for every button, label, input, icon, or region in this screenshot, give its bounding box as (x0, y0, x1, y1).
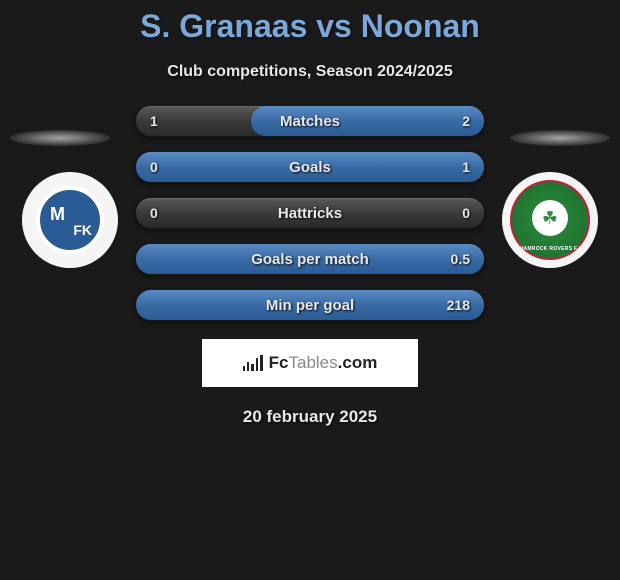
stat-row: Goals per match 0.5 (0, 243, 620, 275)
stat-value-left: 0 (150, 205, 158, 221)
stat-label: Goals per match (251, 251, 369, 268)
stat-row: Min per goal 218 (0, 289, 620, 321)
subtitle: Club competitions, Season 2024/2025 (0, 63, 620, 81)
comparison-card: S. Granaas vs Noonan Club competitions, … (0, 0, 620, 427)
stat-pill: Min per goal 218 (135, 289, 485, 321)
stat-pill: 0 Hattricks 0 (135, 197, 485, 229)
stat-pill: 0 Goals 1 (135, 151, 485, 183)
chart-icon (243, 355, 263, 371)
stat-row: 0 Goals 1 (0, 151, 620, 183)
logo-brand-rest: Tables (289, 353, 338, 373)
logo-text: FcTables.com (243, 353, 378, 373)
stat-label: Goals (289, 159, 331, 176)
stat-pill: 1 Matches 2 (135, 105, 485, 137)
stat-row: 1 Matches 2 (0, 105, 620, 137)
logo-brand: Fc (269, 353, 289, 373)
stat-value-right: 0 (462, 205, 470, 221)
comparison-date: 20 february 2025 (0, 407, 620, 427)
stat-pill: Goals per match 0.5 (135, 243, 485, 275)
stat-label: Hattricks (278, 205, 342, 222)
stat-value-left: 0 (150, 159, 158, 175)
stat-value-left: 1 (150, 113, 158, 129)
stat-label: Matches (280, 113, 340, 130)
stat-row: 0 Hattricks 0 (0, 197, 620, 229)
page-title: S. Granaas vs Noonan (0, 8, 620, 45)
stat-value-right: 218 (447, 297, 470, 313)
stat-label: Min per goal (266, 297, 354, 314)
logo-suffix: .com (338, 353, 378, 373)
stat-value-right: 1 (462, 159, 470, 175)
stat-value-right: 2 (462, 113, 470, 129)
fctables-logo: FcTables.com (202, 339, 418, 387)
stat-value-right: 0.5 (451, 251, 470, 267)
